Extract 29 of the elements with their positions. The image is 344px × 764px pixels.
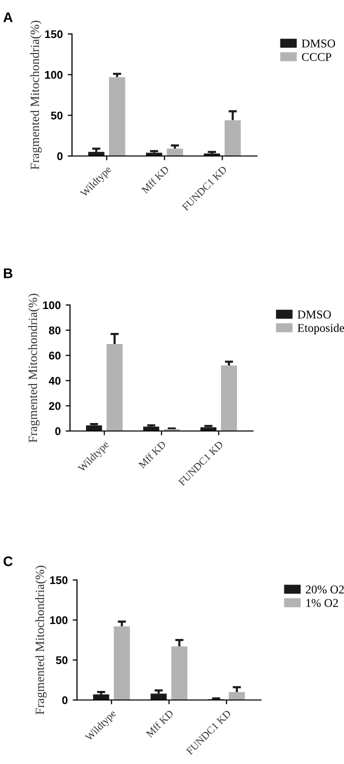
y-tick-label: 100 bbox=[50, 616, 68, 624]
y-tick-label: 80 bbox=[48, 326, 61, 334]
y-tick-label: 150 bbox=[50, 576, 68, 584]
x-tick-label: Mff KD bbox=[140, 165, 170, 194]
x-tick-label: Mff KD bbox=[138, 440, 166, 469]
y-tick-label: 150 bbox=[45, 30, 63, 38]
legend-label: CCCP bbox=[302, 53, 332, 61]
y-tick-label: 100 bbox=[45, 70, 63, 79]
y-tick-label: 50 bbox=[50, 112, 63, 120]
legend-label: Etoposide bbox=[298, 324, 344, 334]
y-tick-label: 50 bbox=[56, 656, 68, 664]
legend-label: 1% O2 bbox=[306, 598, 338, 607]
y-axis-title: Fragmented Mitochondria(%) bbox=[30, 20, 42, 170]
y-tick-label: 0 bbox=[57, 152, 63, 160]
legend-label: 20% O2 bbox=[306, 585, 344, 594]
y-tick-label: 100 bbox=[43, 301, 61, 310]
chart-title: A bbox=[3, 12, 13, 22]
chart-title: B bbox=[4, 268, 12, 278]
y-axis-title: Fragmented Mitochondria(%) bbox=[28, 294, 40, 442]
y-tick-label: 20 bbox=[49, 402, 61, 410]
y-tick-label: 40 bbox=[48, 376, 61, 385]
y-tick-label: 0 bbox=[55, 427, 61, 436]
legend-label: DMSO bbox=[298, 310, 331, 318]
chart-title: C bbox=[4, 556, 13, 566]
y-axis-title: Fragmented Mitochondria(%) bbox=[35, 566, 47, 714]
legend-label: DMSO bbox=[302, 40, 336, 48]
x-tick-label: Mff KD bbox=[145, 709, 174, 738]
y-tick-label: 0 bbox=[62, 696, 68, 704]
y-tick-label: 60 bbox=[49, 352, 61, 360]
